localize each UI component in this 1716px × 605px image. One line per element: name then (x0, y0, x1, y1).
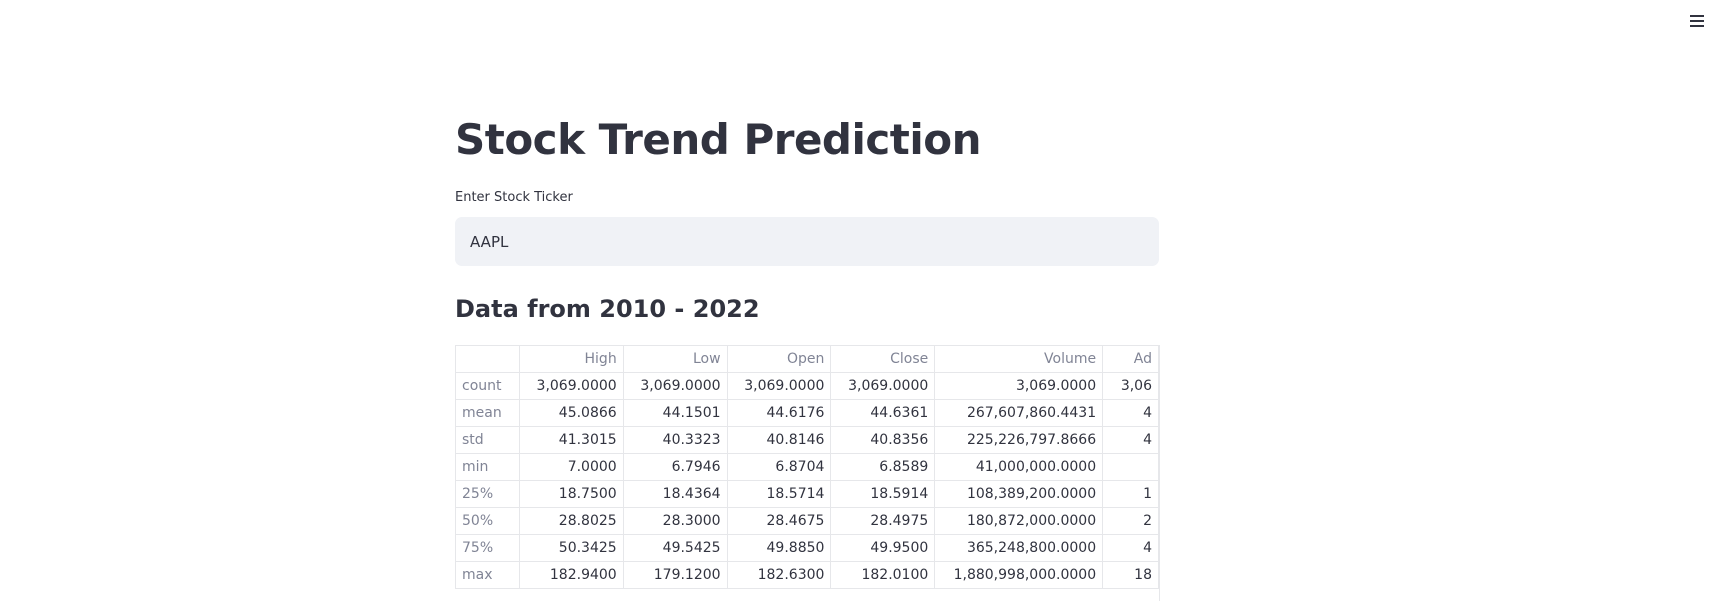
table-cell: 2 (1102, 507, 1159, 535)
table-cell: 1,880,998,000.0000 (934, 561, 1104, 589)
table-cell: 182.6300 (726, 561, 832, 589)
table-cell: 45.0866 (518, 399, 624, 427)
table-cell: 18 (1102, 561, 1159, 589)
table-cell: 28.8025 (518, 507, 624, 535)
column-header[interactable]: Ad (1102, 345, 1159, 373)
table-header-row: High Low Open Close Volume Ad (455, 345, 1159, 373)
table-cell: 3,069.0000 (622, 372, 728, 400)
table-row: 25% 18.7500 18.4364 18.5714 18.5914 108,… (455, 480, 1159, 508)
ticker-input[interactable]: AAPL (455, 217, 1159, 266)
table-cell: 49.8850 (726, 534, 832, 562)
table-cell: 180,872,000.0000 (934, 507, 1104, 535)
table-cell: 4 (1102, 534, 1159, 562)
stats-table: High Low Open Close Volume Ad count 3,06… (455, 345, 1159, 589)
table-cell: 3,069.0000 (726, 372, 832, 400)
table-cell: 49.5425 (622, 534, 728, 562)
table-row: std 41.3015 40.3323 40.8146 40.8356 225,… (455, 426, 1159, 454)
table-cell: 18.4364 (622, 480, 728, 508)
table-row: mean 45.0866 44.1501 44.6176 44.6361 267… (455, 399, 1159, 427)
table-cell: 6.7946 (622, 453, 728, 481)
table-cell: 4 (1102, 399, 1159, 427)
table-cell: 44.1501 (622, 399, 728, 427)
table-cell: 18.7500 (518, 480, 624, 508)
table-cell: 41,000,000.0000 (934, 453, 1104, 481)
table-cell: 3,06 (1102, 372, 1159, 400)
table-cell: 179.1200 (622, 561, 728, 589)
table-cell: 6.8704 (726, 453, 832, 481)
table-row: count 3,069.0000 3,069.0000 3,069.0000 3… (455, 372, 1159, 400)
table-row: max 182.9400 179.1200 182.6300 182.0100 … (455, 561, 1159, 589)
table-cell: 267,607,860.4431 (934, 399, 1104, 427)
hamburger-menu-icon (1690, 15, 1704, 17)
row-label: max (455, 561, 520, 589)
table-cell: 18.5714 (726, 480, 832, 508)
table-cell: 108,389,200.0000 (934, 480, 1104, 508)
table-cell: 44.6176 (726, 399, 832, 427)
table-cell: 1 (1102, 480, 1159, 508)
row-label: std (455, 426, 520, 454)
table-cell: 7.0000 (518, 453, 624, 481)
table-cell: 50.3425 (518, 534, 624, 562)
row-label: 75% (455, 534, 520, 562)
page-title: Stock Trend Prediction (455, 115, 982, 164)
main-menu-button[interactable] (1686, 10, 1708, 32)
row-label: 50% (455, 507, 520, 535)
table-cell: 3,069.0000 (934, 372, 1104, 400)
table-cell: 28.4975 (830, 507, 936, 535)
table-cell: 40.8146 (726, 426, 832, 454)
table-cell: 28.4675 (726, 507, 832, 535)
table-cell: 41.3015 (518, 426, 624, 454)
table-row: min 7.0000 6.7946 6.8704 6.8589 41,000,0… (455, 453, 1159, 481)
table-cell: 28.3000 (622, 507, 728, 535)
row-label: count (455, 372, 520, 400)
table-cell: 3,069.0000 (830, 372, 936, 400)
table-cell: 44.6361 (830, 399, 936, 427)
column-header[interactable]: High (518, 345, 624, 373)
data-range-subheader: Data from 2010 - 2022 (455, 295, 760, 323)
table-cell: 40.8356 (830, 426, 936, 454)
row-label: min (455, 453, 520, 481)
table-row: 50% 28.8025 28.3000 28.4675 28.4975 180,… (455, 507, 1159, 535)
table-cell: 182.9400 (518, 561, 624, 589)
table-cell (1102, 453, 1159, 481)
table-cell: 40.3323 (622, 426, 728, 454)
ticker-input-label: Enter Stock Ticker (455, 190, 573, 205)
table-cell: 182.0100 (830, 561, 936, 589)
column-header[interactable]: Close (830, 345, 936, 373)
row-label: 25% (455, 480, 520, 508)
table-cell: 3,069.0000 (518, 372, 624, 400)
table-cell: 49.9500 (830, 534, 936, 562)
column-header[interactable]: Open (726, 345, 832, 373)
stats-dataframe[interactable]: High Low Open Close Volume Ad count 3,06… (455, 345, 1160, 601)
table-cell: 365,248,800.0000 (934, 534, 1104, 562)
table-cell: 6.8589 (830, 453, 936, 481)
row-label: mean (455, 399, 520, 427)
index-header (455, 345, 520, 373)
table-row: 75% 50.3425 49.5425 49.8850 49.9500 365,… (455, 534, 1159, 562)
column-header[interactable]: Volume (934, 345, 1104, 373)
column-header[interactable]: Low (622, 345, 728, 373)
table-cell: 4 (1102, 426, 1159, 454)
table-cell: 18.5914 (830, 480, 936, 508)
table-cell: 225,226,797.8666 (934, 426, 1104, 454)
